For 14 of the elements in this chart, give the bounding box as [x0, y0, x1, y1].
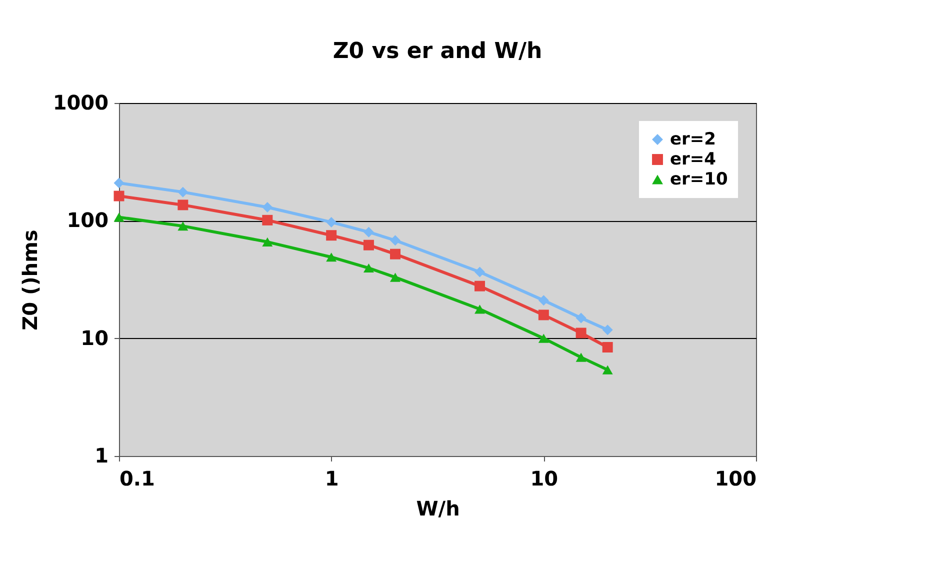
y-tick-label: 100 [66, 208, 108, 232]
y-axis-title: Z0 ()hms [18, 230, 42, 330]
legend-label: er=2 [670, 130, 716, 150]
legend-label: er=10 [670, 170, 728, 190]
x-tick-label: 0.1 [120, 466, 155, 490]
x-tick-label: 10 [530, 466, 558, 490]
x-tick-label: 100 [714, 466, 756, 490]
chart-title: Z0 vs er and W/h [332, 39, 542, 64]
x-tick-label: 1 [324, 466, 339, 490]
y-tick-label: 1000 [52, 90, 108, 114]
legend-label: er=4 [670, 150, 716, 170]
y-tick-label: 10 [80, 326, 108, 350]
x-axis-title: W/h [416, 496, 460, 520]
y-tick-label: 1 [94, 444, 108, 468]
